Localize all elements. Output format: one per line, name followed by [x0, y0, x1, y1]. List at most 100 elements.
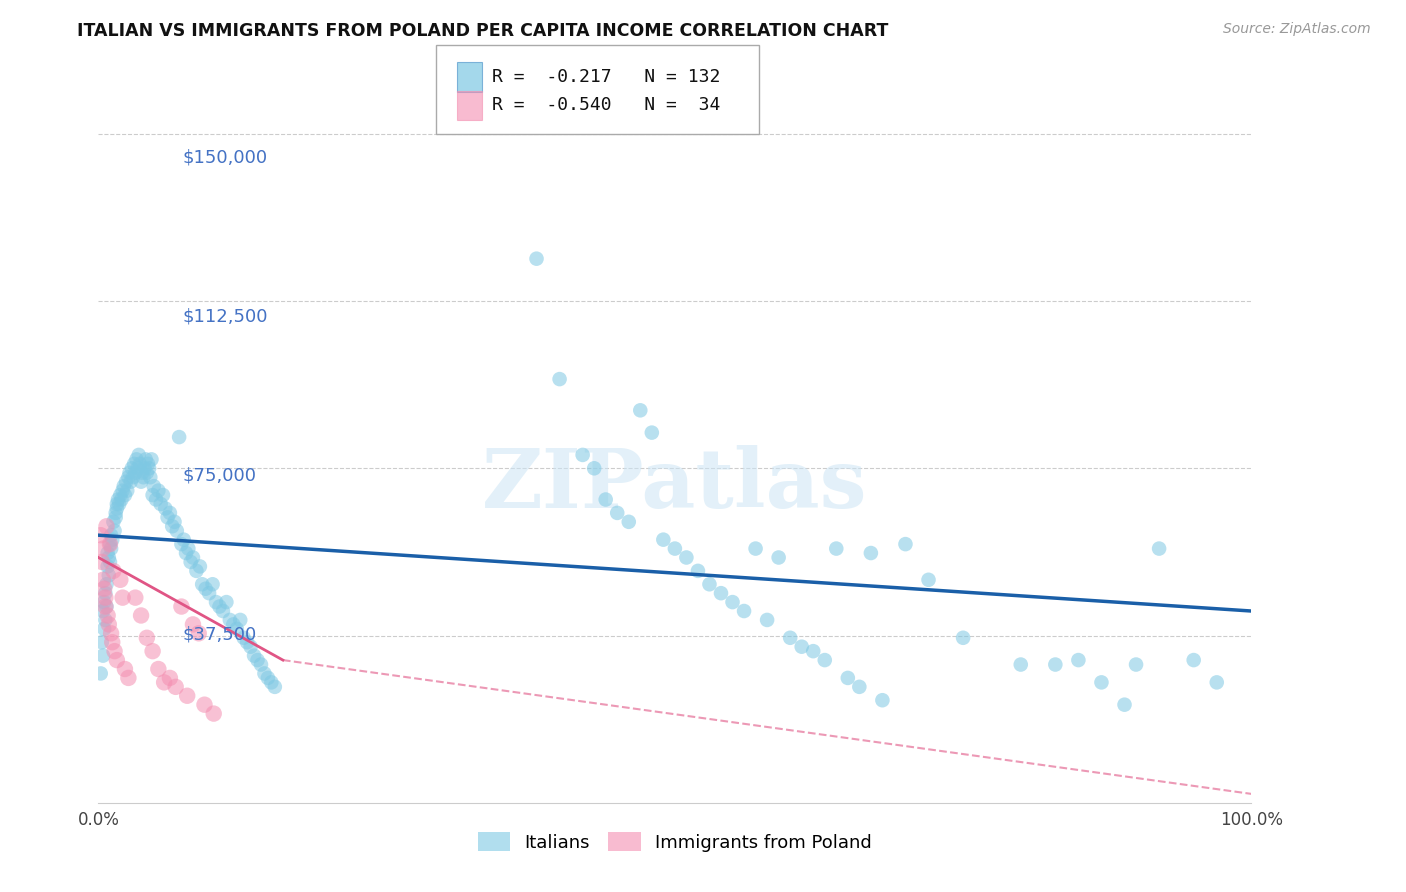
- Point: [90, 528, 112, 542]
- Point: [263, 680, 285, 694]
- Point: [1205, 675, 1227, 690]
- Point: [118, 466, 141, 480]
- Point: [94, 591, 117, 605]
- Point: [167, 430, 190, 444]
- Text: R =  -0.217   N = 132: R = -0.217 N = 132: [492, 68, 720, 86]
- Point: [124, 466, 146, 480]
- Point: [170, 599, 193, 614]
- Point: [181, 550, 204, 565]
- Text: $37,500: $37,500: [183, 626, 257, 644]
- Point: [1067, 653, 1090, 667]
- Point: [100, 626, 122, 640]
- Point: [139, 470, 162, 484]
- Point: [97, 617, 120, 632]
- Point: [801, 644, 824, 658]
- Point: [145, 492, 167, 507]
- Point: [583, 461, 606, 475]
- Point: [108, 497, 131, 511]
- Point: [187, 626, 209, 640]
- Point: [652, 533, 675, 547]
- Point: [617, 515, 640, 529]
- Point: [110, 488, 132, 502]
- Point: [837, 671, 859, 685]
- Point: [121, 461, 143, 475]
- Point: [239, 640, 262, 654]
- Point: [163, 515, 186, 529]
- Point: [177, 541, 200, 556]
- Point: [222, 617, 245, 632]
- Point: [97, 559, 120, 574]
- Point: [104, 510, 127, 524]
- Point: [825, 541, 848, 556]
- Point: [96, 577, 118, 591]
- Point: [127, 461, 149, 475]
- Point: [132, 470, 155, 484]
- Point: [97, 546, 120, 560]
- Point: [699, 577, 721, 591]
- Point: [94, 586, 117, 600]
- Point: [103, 564, 125, 578]
- Point: [872, 693, 894, 707]
- Point: [548, 372, 571, 386]
- Point: [181, 617, 204, 632]
- Point: [117, 470, 139, 484]
- Point: [98, 537, 121, 551]
- Point: [98, 537, 121, 551]
- Text: $150,000: $150,000: [183, 149, 269, 167]
- Text: ZIPatlas: ZIPatlas: [482, 445, 868, 524]
- Point: [173, 533, 195, 547]
- Point: [180, 555, 202, 569]
- Point: [733, 604, 755, 618]
- Point: [136, 457, 159, 471]
- Point: [128, 448, 150, 462]
- Point: [170, 537, 193, 551]
- Point: [104, 506, 127, 520]
- Point: [257, 671, 280, 685]
- Point: [97, 568, 120, 582]
- Point: [253, 666, 276, 681]
- Point: [135, 452, 157, 467]
- Point: [110, 573, 132, 587]
- Point: [917, 573, 939, 587]
- Legend: Italians, Immigrants from Poland: Italians, Immigrants from Poland: [471, 825, 879, 859]
- Point: [1114, 698, 1136, 712]
- Point: [232, 631, 254, 645]
- Point: [1010, 657, 1032, 672]
- Point: [96, 519, 118, 533]
- Point: [186, 564, 208, 578]
- Point: [93, 582, 115, 596]
- Point: [1045, 657, 1067, 672]
- Point: [1090, 675, 1112, 690]
- Point: [114, 662, 136, 676]
- Point: [131, 466, 153, 480]
- Point: [229, 613, 252, 627]
- Point: [814, 653, 837, 667]
- Text: ITALIAN VS IMMIGRANTS FROM POLAND PER CAPITA INCOME CORRELATION CHART: ITALIAN VS IMMIGRANTS FROM POLAND PER CA…: [77, 22, 889, 40]
- Point: [675, 550, 697, 565]
- Point: [952, 631, 974, 645]
- Point: [134, 461, 156, 475]
- Point: [105, 497, 128, 511]
- Point: [135, 466, 157, 480]
- Point: [205, 595, 228, 609]
- Point: [768, 550, 790, 565]
- Point: [848, 680, 870, 694]
- Point: [91, 541, 114, 556]
- Text: Source: ZipAtlas.com: Source: ZipAtlas.com: [1223, 22, 1371, 37]
- Point: [194, 582, 217, 596]
- Point: [202, 706, 225, 721]
- Point: [94, 613, 117, 627]
- Point: [135, 631, 157, 645]
- Point: [1125, 657, 1147, 672]
- Point: [112, 479, 135, 493]
- Point: [101, 533, 124, 547]
- Point: [859, 546, 882, 560]
- Point: [122, 470, 145, 484]
- Point: [105, 653, 128, 667]
- Point: [225, 622, 247, 636]
- Point: [110, 492, 132, 507]
- Point: [142, 488, 165, 502]
- Point: [198, 586, 221, 600]
- Point: [686, 564, 709, 578]
- Point: [97, 608, 120, 623]
